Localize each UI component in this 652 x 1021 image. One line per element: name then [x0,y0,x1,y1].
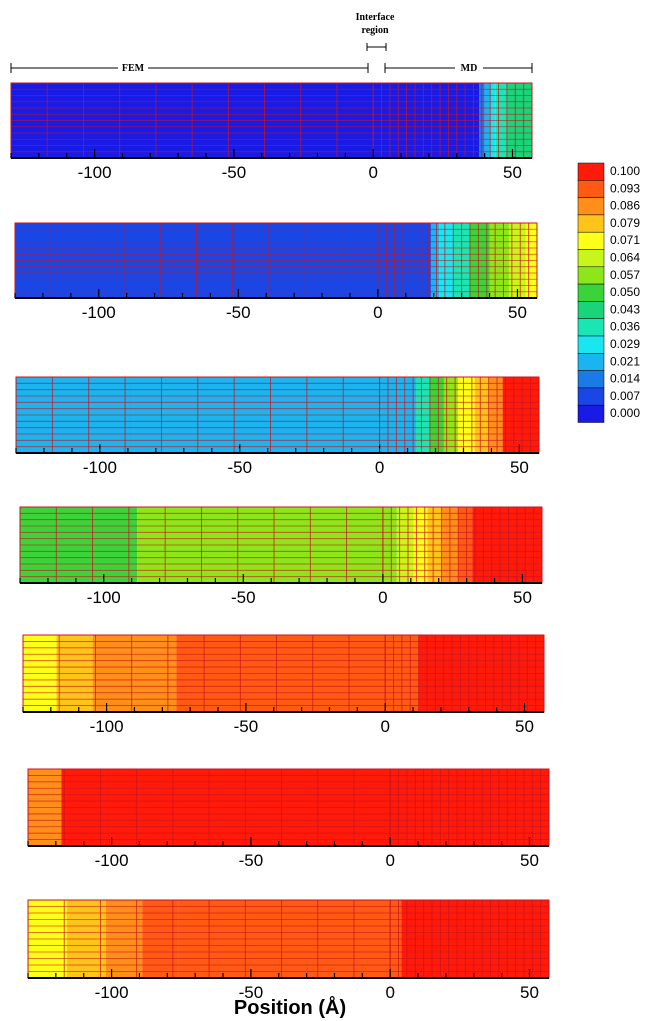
colorbar-swatch [577,197,605,216]
contour-panel-2: -100 -50 0 50 [14,222,538,322]
colorbar-swatch [577,249,605,268]
colorbar-label: 0.029 [610,337,640,351]
tick-label: -100 [95,983,129,1002]
tick-label: 0 [385,983,394,1002]
contour-panel-4: -100 -50 0 50 [19,506,543,607]
tick-label: 50 [520,851,539,870]
tick-label: -100 [78,163,112,182]
tick-label: -50 [231,588,256,607]
tick-label: -50 [226,303,251,322]
md-label: MD [461,63,478,74]
tick-label: -100 [82,303,116,322]
colorbar-label: 0.079 [610,216,640,230]
colorbar-swatch [577,283,605,302]
tick-label: 0 [380,717,389,736]
tick-label: 50 [520,983,539,1002]
colorbar-label: 0.057 [610,268,640,282]
colorbar-label: 0.036 [610,320,640,334]
tick-label: -100 [83,458,117,477]
tick-label: 50 [508,303,527,322]
colorbar-swatch [577,162,605,181]
contour-panel-5: -100 -50 0 50 [22,634,545,736]
x-axis-label: Position (Å) [234,995,346,1019]
colorbar-label: 0.086 [610,199,640,213]
colorbar-swatch [577,266,605,285]
tick-label: -100 [87,588,121,607]
tick-label: -50 [227,458,252,477]
colorbar-swatch [577,387,605,406]
contour-panel-3: -100 -50 0 50 [15,376,540,477]
contour-panels: -100 -50 0 50 -100 -50 0 50 -100 -50 0 50 -100 -50 0 50… [10,82,550,1002]
contour-panel-1: -100 -50 0 50 [10,82,533,182]
tick-label: 0 [378,588,387,607]
colorbar-label: 0.043 [610,302,640,316]
colorbar-label: 0.007 [610,389,640,403]
tick-label: -100 [95,851,129,870]
tick-label: -50 [234,717,259,736]
colorbar: 0.100 0.093 0.086 0.079 0.071 0.064 0.057 0.050… [577,162,640,423]
colorbar-swatch [577,231,605,250]
colorbar-swatch [577,404,605,423]
colorbar-label: 0.014 [610,372,640,386]
colorbar-swatch [577,370,605,389]
contour-panel-7: -100 -50 0 50 [27,899,550,1002]
colorbar-label: 0.064 [610,251,640,265]
colorbar-label: 0.100 [610,164,640,178]
colorbar-label: 0.050 [610,285,640,299]
colorbar-label: 0.000 [610,406,640,420]
colorbar-label: 0.021 [610,354,640,368]
tick-label: 0 [373,303,382,322]
tick-label: -50 [239,983,264,1002]
colorbar-swatch [577,318,605,337]
colorbar-swatch [577,180,605,198]
tick-label: -50 [239,851,264,870]
tick-label: -100 [90,717,124,736]
tick-label: 50 [513,588,532,607]
interface-label-line2: region [361,25,388,36]
colorbar-swatch [577,301,605,319]
tick-label: 50 [503,163,522,182]
colorbar-label: 0.093 [610,181,640,195]
tick-label: 50 [515,717,534,736]
tick-label: -50 [222,163,247,182]
tick-label: 0 [368,163,377,182]
interface-label-line1: Interface [356,12,395,23]
tick-label: 0 [375,458,384,477]
fem-label: FEM [122,63,145,74]
tick-label: 50 [510,458,529,477]
colorbar-swatch [577,214,605,233]
tick-label: 0 [385,851,394,870]
contour-panel-6: -100 -50 0 50 [27,768,550,870]
colorbar-swatch [577,353,605,371]
colorbar-label: 0.071 [610,233,640,247]
region-annotations: FEM MD Interface region [10,12,533,74]
colorbar-swatch [577,335,605,354]
